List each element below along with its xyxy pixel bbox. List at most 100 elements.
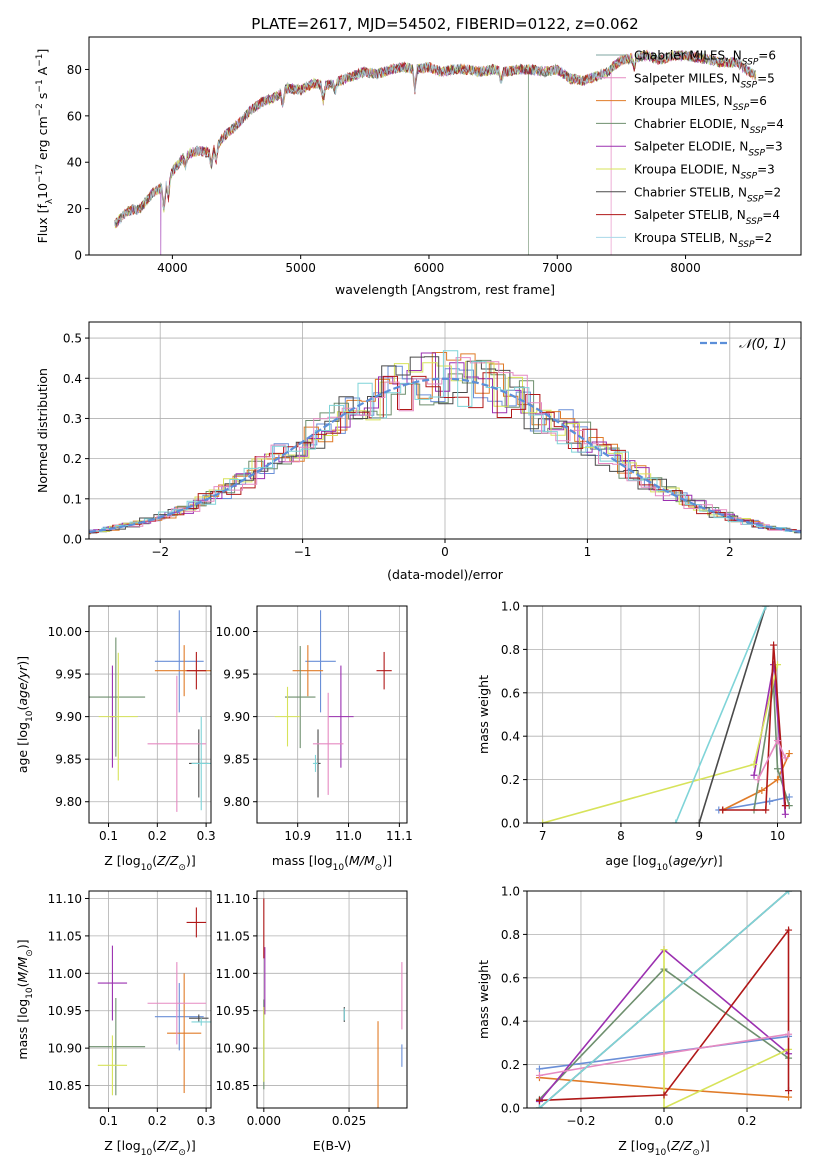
label-part: ⊙ [692,1148,700,1158]
x-tick-label: 0 [441,545,449,559]
axes-frame [256,890,408,1109]
x-tick-label: −1 [294,545,312,559]
weight-marker [672,819,680,823]
y-tick-label: 0.1 [63,492,82,506]
plot-area [89,907,211,1096]
x-axis-label: Z [log10(Z/Z⊙)] [104,1138,195,1158]
x-tick-label: 11.1 [386,829,413,843]
label-part: Kroupa STELIB, N [634,231,738,245]
x-tick-label: 8000 [670,261,701,275]
weight-marker [781,810,789,818]
label-part: M/M [15,956,30,982]
x-tick-label: 10.9 [284,829,311,843]
legend-label: Chabrier STELIB, NSSP=2 [634,185,781,204]
weight-marker [695,819,703,823]
y-tick-label: 0.8 [501,643,520,657]
y-axis-label: mass weight [476,960,491,1039]
y-tick-label: 0.2 [501,1058,520,1072]
label-part: −1 [35,79,45,92]
x-tick-label: 11.0 [335,829,362,843]
y-axis-label: mass [log10(M/M⊙)] [15,939,35,1059]
weight-marker [535,1071,543,1079]
legend-label: 𝒩(0, 1) [739,337,786,352]
label-part: mass [log [272,853,333,868]
y-tick-label: 9.85 [223,753,250,767]
residuals-panel: −2 −1 0 1 2 0.0 0.1 0.2 0.3 0.4 0.5 𝒩(0, 1) (data-mo… [35,321,802,582]
label-part: 10 [35,183,50,199]
label-part: =6 [749,94,767,108]
weight-marker [785,1030,793,1038]
y-tick-label: 0.2 [63,452,82,466]
weight-marker [770,641,778,649]
weight-marker [660,1050,668,1058]
label-part: ( [15,706,30,711]
legend-label: Salpeter MILES, NSSP=5 [634,71,775,90]
y-tick-label: 0.2 [501,773,520,787]
weight-marker [660,1091,668,1099]
weight-line [542,664,779,823]
label-part: ( [344,853,349,868]
label-part: ⊙ [25,949,35,957]
label-part: =4 [766,117,784,131]
y-tick-label: 11.05 [216,929,250,943]
y-tick-label: 10.95 [48,1004,82,1018]
label-part: Kroupa ELODIE, N [634,163,741,177]
y-tick-label: 0.4 [501,1015,520,1029]
y-tick-label: 0 [74,249,82,263]
label-part: Salpeter STELIB, N [634,208,746,222]
mass-vs-extinction-panel: 0.000 0.025 10.85 10.90 10.95 11.00 11.05 11.10… [216,890,408,1153]
y-tick-label: 9.80 [223,795,250,809]
mass-vs-metallicity-panel: 0.1 0.2 0.3 10.85 10.90 10.95 11.00 11.05 11.10 Z… [15,890,216,1158]
weight-marker [766,797,774,805]
y-tick-label: 10.85 [48,1079,82,1093]
x-tick-label: 0.000 [247,1114,281,1128]
x-axis-label: mass [log10(M/M⊙)] [272,853,392,873]
label-part: 10 [657,863,669,873]
label-part: Salpeter MILES, N [634,71,741,85]
y-tick-label: 1.0 [501,885,520,899]
y-tick-label: 0.0 [501,1102,520,1116]
label-part: ( [152,1138,157,1153]
label-part: ⊙ [178,1148,186,1158]
axes-frame [256,605,408,824]
weight-marker [785,1087,793,1095]
weight-marker [774,737,782,745]
label-part: =2 [754,231,772,245]
x-tick-label: 0.0 [654,1114,673,1128]
x-tick-label: 7 [539,829,547,843]
y-axis-label: mass weight [476,675,491,754]
weight-marker [539,819,547,823]
y-tick-label: 11.00 [48,967,82,981]
y-tick-label: 0.4 [63,372,82,386]
x-tick-label: 7000 [542,261,573,275]
figure-title: PLATE=2617, MJD=54502, FIBERID=0122, z=0… [251,15,638,33]
x-axis-label: E(B-V) [313,1138,352,1153]
weight-marker [754,776,762,784]
weight-marker [758,786,766,794]
y-tick-label: 0.0 [501,817,520,831]
label-part: Z/Z [670,1138,693,1153]
legend-label: Salpeter ELODIE, NSSP=3 [634,140,783,159]
label-part: =3 [765,140,783,154]
y-tick-label: 10.00 [48,625,82,639]
weight-marker [785,891,793,895]
label-part: SSP [750,126,767,136]
histogram-step [89,360,801,533]
label-part: )] [15,656,30,666]
histogram-step [89,372,801,533]
label-part: 10 [141,863,153,873]
label-part: Z [log [104,1138,140,1153]
y-tick-label: 9.85 [55,753,82,767]
legend-label: Kroupa ELODIE, NSSP=3 [634,163,775,182]
legend-label: Kroupa STELIB, NSSP=2 [634,231,772,250]
label-part: −17 [35,164,45,183]
label-part: 10 [655,1148,667,1158]
label-part: ] [35,49,50,54]
label-part: 10 [25,710,35,722]
y-tick-label: 0.6 [501,971,520,985]
x-tick-label: 0.2 [737,1114,756,1128]
label-part: mass [log [15,999,30,1060]
y-tick-label: 0.3 [63,412,82,426]
